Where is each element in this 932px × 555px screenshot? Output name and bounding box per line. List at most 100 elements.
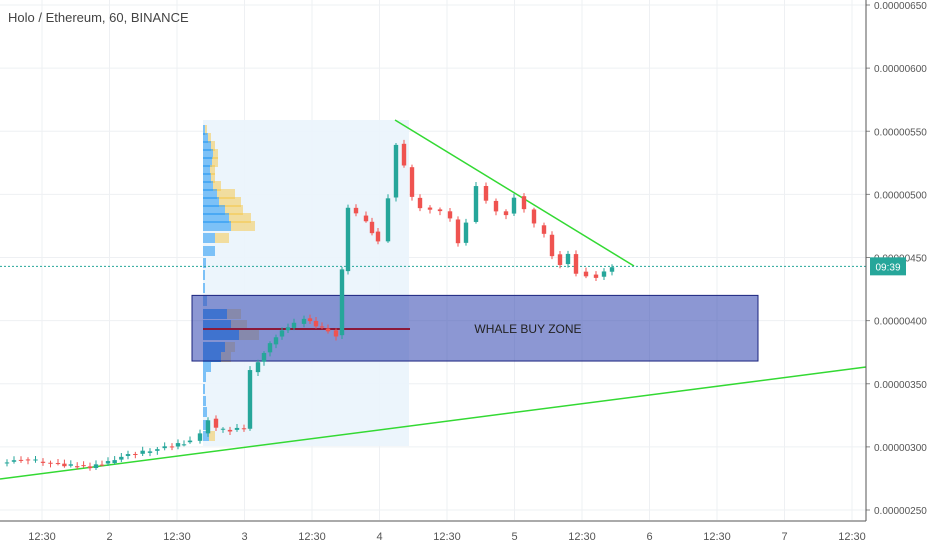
candle-body bbox=[247, 370, 253, 429]
chart-title: Holo / Ethereum, 60, BINANCE bbox=[8, 10, 189, 25]
candle-body bbox=[99, 464, 105, 466]
candle-body bbox=[55, 463, 61, 465]
volume-profile-bar-down bbox=[231, 221, 255, 231]
candle-body bbox=[455, 219, 461, 244]
candle-body bbox=[279, 330, 285, 337]
y-tick-label: 0.00000550 bbox=[874, 127, 927, 138]
candle-body bbox=[549, 234, 555, 257]
volume-profile-bar-up bbox=[203, 221, 231, 231]
candles bbox=[4, 139, 615, 471]
candle-body bbox=[255, 362, 261, 373]
volume-profile-bar-down bbox=[213, 149, 218, 159]
y-tick-label: 0.00000400 bbox=[874, 317, 927, 328]
candle-body bbox=[417, 197, 423, 209]
volume-profile-bar-down bbox=[212, 157, 218, 167]
whale-buy-zone-label: WHALE BUY ZONE bbox=[474, 322, 581, 336]
volume-profile-bar-down bbox=[213, 181, 221, 191]
candle-body bbox=[473, 186, 479, 222]
volume-profile-bar-up bbox=[203, 125, 205, 135]
candle-body bbox=[187, 440, 193, 443]
candle-body bbox=[593, 274, 599, 278]
volume-profile-bar-up bbox=[203, 420, 208, 430]
candle-body bbox=[93, 464, 99, 469]
candle-body bbox=[427, 207, 433, 210]
x-tick-label: 12:30 bbox=[298, 531, 326, 543]
volume-profile-bar-down bbox=[219, 197, 241, 207]
candle-body bbox=[409, 167, 415, 197]
volume-profile-bar-down bbox=[208, 133, 211, 143]
candle-body bbox=[511, 197, 517, 214]
candle-body bbox=[307, 318, 313, 322]
candle-body bbox=[437, 209, 443, 212]
candle-body bbox=[162, 446, 167, 449]
volume-profile-bar-up bbox=[203, 173, 211, 183]
candle-body bbox=[241, 428, 247, 430]
volume-profile-bar-up bbox=[203, 165, 210, 175]
x-tick-label: 12:30 bbox=[163, 531, 191, 543]
candle-body bbox=[75, 466, 80, 468]
candle-body bbox=[169, 446, 175, 448]
candle-body bbox=[565, 253, 571, 265]
candle-body bbox=[601, 271, 607, 277]
volume-profile-bar-down bbox=[205, 125, 207, 135]
volume-profile-area bbox=[203, 120, 409, 446]
volume-profile-bar-up bbox=[203, 384, 205, 394]
x-tick-label: 12:30 bbox=[838, 531, 866, 543]
candle-body bbox=[521, 196, 527, 210]
candle-body bbox=[493, 200, 499, 212]
x-tick-label: 7 bbox=[781, 531, 787, 543]
descending-trendline bbox=[394, 119, 635, 267]
candle-body bbox=[62, 463, 67, 467]
volume-profile-bar-down bbox=[215, 233, 229, 243]
candle-body bbox=[557, 254, 563, 265]
volume-profile-bar-up bbox=[203, 141, 211, 151]
x-tick-label: 12:30 bbox=[433, 531, 461, 543]
x-tick-label: 2 bbox=[106, 531, 112, 543]
volume-profile-bar-up bbox=[203, 205, 225, 215]
candle-body bbox=[463, 222, 469, 243]
candle-body bbox=[447, 211, 453, 219]
x-tick-label: 5 bbox=[511, 531, 517, 543]
volume-profile-bar-up bbox=[203, 233, 215, 243]
candle-body bbox=[573, 254, 579, 274]
candle-body bbox=[205, 420, 211, 434]
x-tick-label: 12:30 bbox=[703, 531, 731, 543]
volume-profile-bar-down bbox=[211, 141, 215, 151]
x-tick-label: 4 bbox=[376, 531, 382, 543]
candle-body bbox=[301, 318, 307, 324]
candle-body bbox=[267, 343, 273, 353]
x-tick-label: 12:30 bbox=[568, 531, 596, 543]
current-price-tag-label: 09:39 bbox=[875, 262, 900, 273]
volume-profile-bar-up bbox=[203, 431, 209, 441]
candle-body bbox=[87, 466, 93, 469]
candle-body bbox=[261, 352, 267, 362]
current-price-tag bbox=[870, 257, 906, 276]
candle-body bbox=[531, 209, 537, 224]
candle-body bbox=[503, 211, 509, 216]
volume-profile-bar-up bbox=[203, 213, 229, 223]
candle-body bbox=[11, 460, 17, 462]
volume-profile-bar-up bbox=[203, 157, 212, 167]
axes: 0.00000650 0.00000600 0.00000550 0.00000500… bbox=[0, 0, 927, 543]
candle-body bbox=[345, 207, 351, 272]
candle-body bbox=[363, 215, 369, 222]
candle-body bbox=[313, 320, 319, 327]
volume-profile-bar-down bbox=[209, 431, 215, 441]
candle-body bbox=[227, 429, 233, 432]
candle-body bbox=[40, 461, 46, 463]
candle-body bbox=[18, 459, 24, 461]
candle-body bbox=[375, 231, 381, 242]
candle-body bbox=[140, 450, 145, 454]
candle-body bbox=[125, 454, 131, 456]
y-tick-label: 0.00000350 bbox=[874, 380, 927, 391]
volume-profile-bar-up bbox=[203, 372, 206, 382]
volume-profile-bar-up bbox=[203, 362, 211, 372]
candle-body bbox=[483, 186, 489, 201]
candle-body bbox=[333, 330, 339, 337]
y-tick-label: 0.00000650 bbox=[874, 1, 927, 12]
volume-profile bbox=[203, 120, 409, 446]
candle-body bbox=[105, 461, 111, 464]
candle-body bbox=[4, 462, 10, 464]
